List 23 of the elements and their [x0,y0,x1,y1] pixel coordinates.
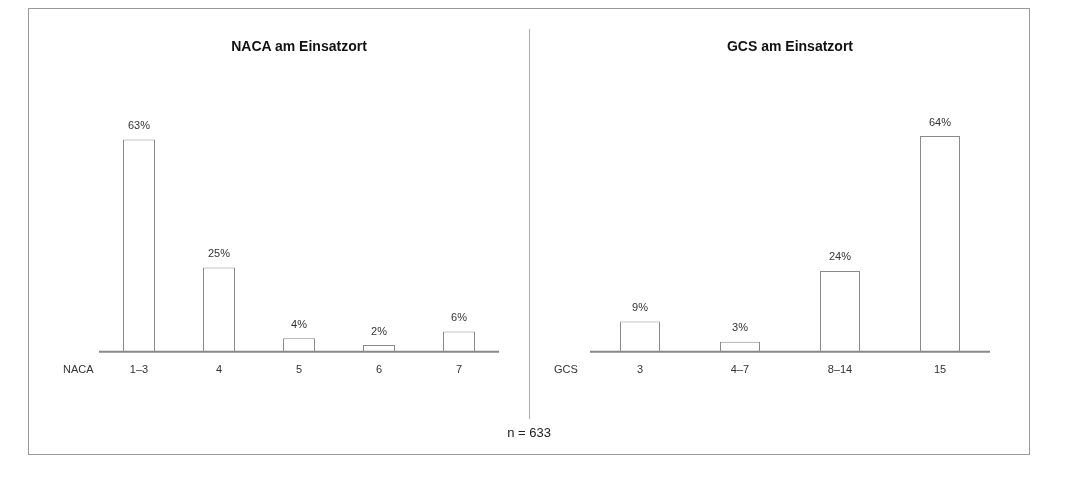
x-tick-label: 8–14 [827,363,852,376]
data-label: 4% [290,317,307,330]
text: n = 633 [506,425,552,440]
x-tick-label: 5 [295,363,302,376]
data-label: 2% [370,324,387,337]
chart-title: NACA am Einsatzort [230,38,367,55]
data-label: 24% [828,250,851,263]
x-tick-label: 1–3 [129,363,148,376]
x-tick-label: 4 [215,363,222,376]
x-tick-label: 3 [636,363,643,376]
data-label: 64% [928,115,951,128]
data-label: 9% [631,300,648,313]
x-axis-title: GCS [553,362,578,375]
x-tick-label: 6 [375,363,382,376]
data-label: 25% [207,247,230,260]
data-label: 6% [450,311,467,324]
data-label: 3% [731,321,748,334]
x-tick-label: 7 [455,363,462,376]
x-tick-label: 4–7 [730,363,749,376]
data-label: 63% [127,118,150,131]
x-tick-label: 15 [933,363,946,376]
x-axis-title: NACA [62,362,94,375]
chart-title: GCS am Einsatzort [726,38,853,55]
